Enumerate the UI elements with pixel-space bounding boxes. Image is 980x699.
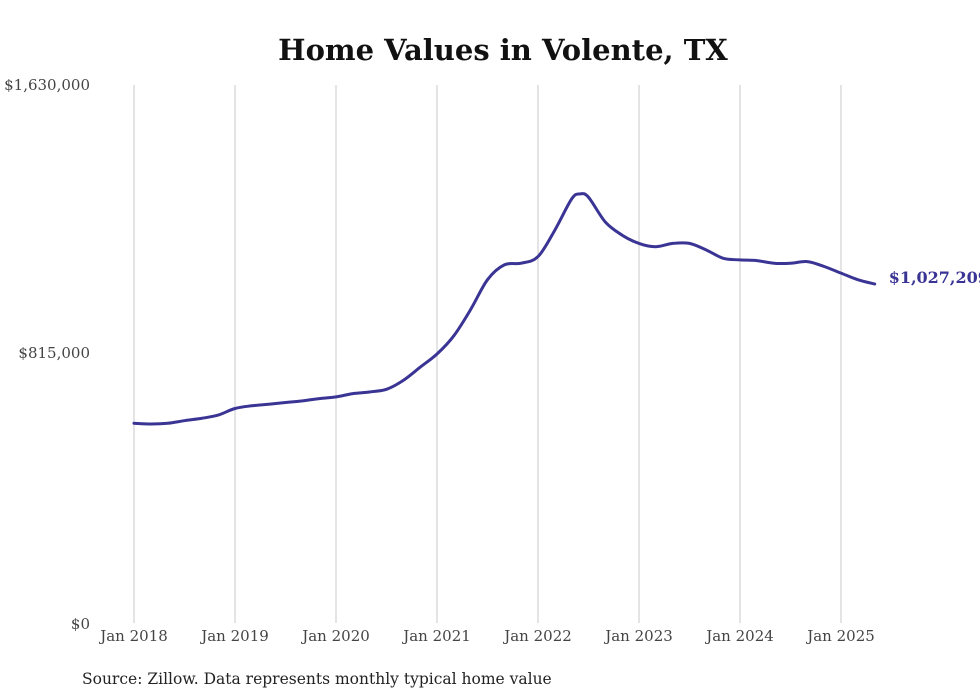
x-tick-label: Jan 2025 [805,627,875,645]
y-axis-tick-labels: $1,630,000 $815,000 $0 [4,76,90,633]
series-line [132,192,877,426]
y-tick-label: $815,000 [18,344,90,362]
x-tick-label: Jan 2020 [300,627,370,645]
x-tick-label: Jan 2023 [603,627,673,645]
x-axis-tick-labels: Jan 2018 Jan 2019 Jan 2020 Jan 2021 Jan 2022… [98,627,875,645]
y-tick-label: $1,630,000 [4,76,90,94]
end-value-label: $1,027,209 [889,268,980,287]
gridlines [133,85,842,623]
x-tick-label: Jan 2024 [704,627,774,645]
chart-title: Home Values in Volente, TX [278,33,728,67]
x-tick-label: Jan 2022 [502,627,572,645]
x-tick-label: Jan 2021 [401,627,471,645]
x-tick-label: Jan 2019 [199,627,269,645]
y-tick-label: $0 [71,615,90,633]
source-note: Source: Zillow. Data represents monthly … [82,670,552,688]
x-tick-label: Jan 2018 [98,627,168,645]
